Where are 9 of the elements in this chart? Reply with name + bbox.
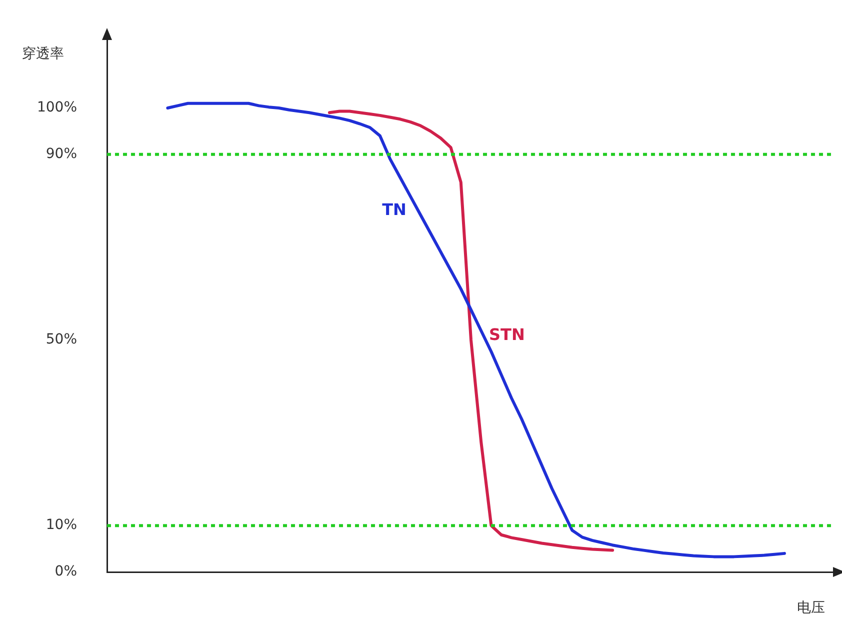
y-tick-label: 90% — [46, 146, 77, 162]
y-tick-label: 100% — [36, 100, 77, 116]
series-label: TN — [382, 200, 406, 219]
y-tick-label: 0% — [54, 564, 77, 580]
y-axis-title: 穿透率 — [22, 46, 64, 62]
y-tick-label: 10% — [46, 517, 77, 534]
x-axis-title: 电压 — [797, 600, 825, 616]
series-label: STN — [489, 325, 525, 344]
y-tick-label: 50% — [46, 332, 77, 348]
